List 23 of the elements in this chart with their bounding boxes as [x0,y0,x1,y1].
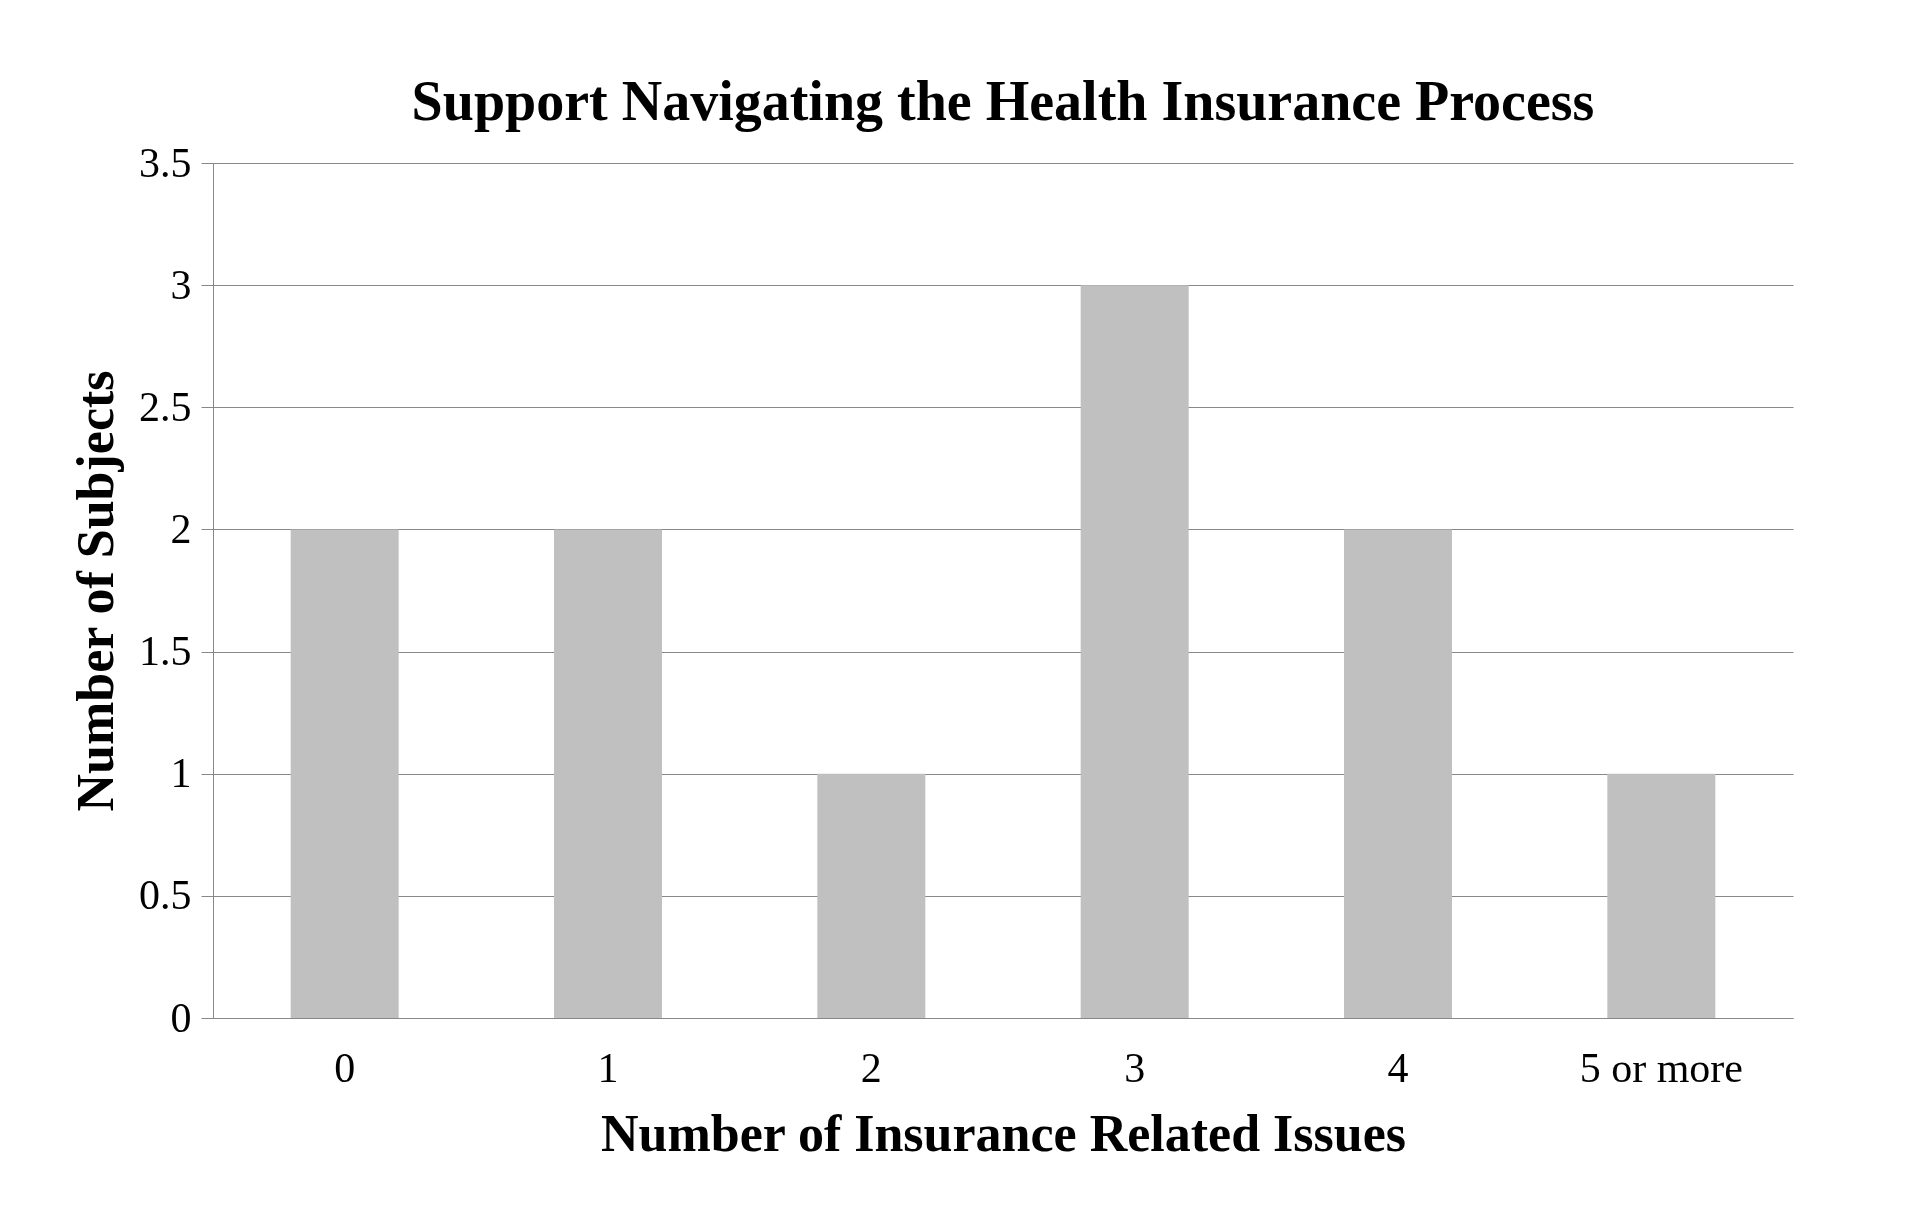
chart-title: Support Navigating the Health Insurance Process [411,70,1595,132]
bar [1607,773,1716,1018]
y-axis-title: Number of Subjects [67,370,124,812]
y-tick-label: 1.5 [139,628,192,675]
x-tick-label: 2 [860,1044,882,1091]
bar [1080,285,1189,1018]
y-tick-label: 0 [170,994,192,1041]
bar [1344,529,1452,1018]
y-tick-label: 2 [170,505,192,552]
y-tick-label: 2.5 [139,383,192,430]
x-tick-label: 4 [1387,1044,1409,1091]
y-tick-label: 0.5 [139,872,192,919]
bar [554,529,662,1018]
x-axis-title: Number of Insurance Related Issues [600,1104,1407,1162]
x-tick-label: 1 [597,1044,619,1091]
y-tick-label: 3.5 [139,139,192,186]
x-tick-label: 0 [334,1044,356,1091]
x-tick-label: 5 or more [1579,1044,1743,1091]
x-tick-label: 3 [1124,1044,1146,1091]
bar [817,773,926,1018]
bar [290,529,399,1018]
y-tick-label: 3 [170,261,192,308]
y-tick-label: 1 [170,750,192,797]
